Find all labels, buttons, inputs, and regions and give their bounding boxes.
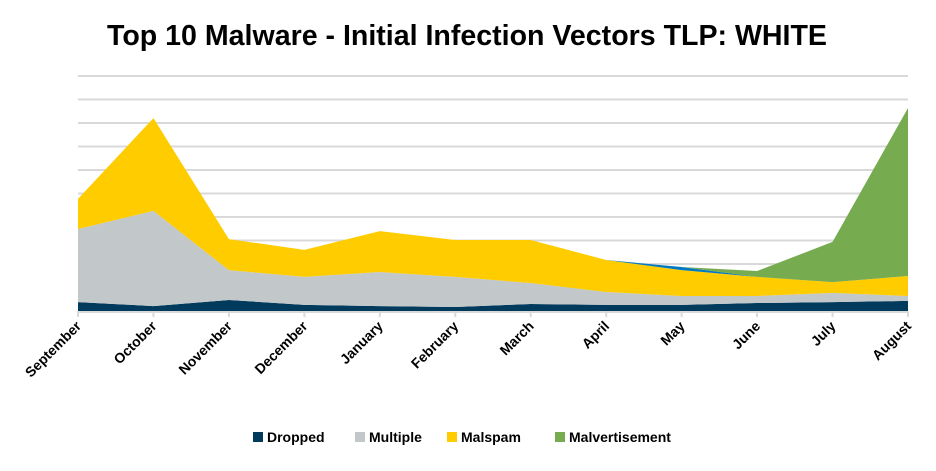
x-tick-label: August [869, 318, 915, 364]
legend-label: Multiple [369, 429, 422, 445]
legend-swatch [555, 432, 565, 442]
x-tick-label: May [657, 318, 688, 349]
x-axis: September October November December January F… [22, 311, 915, 380]
legend-label: Malvertisement [569, 429, 671, 445]
x-tick-label: March [496, 318, 536, 358]
x-tick-label: June [729, 318, 764, 353]
plot-areas [78, 107, 908, 311]
x-tick-label: November [175, 317, 235, 377]
x-tick-label: January [337, 318, 386, 367]
x-tick-label: April [578, 318, 612, 352]
legend-label: Dropped [267, 429, 325, 445]
x-tick-label: February [408, 318, 462, 372]
area-multiple [78, 210, 908, 308]
x-tick-label: October [110, 317, 160, 367]
area-malspam [78, 118, 908, 296]
x-tick-label: July [808, 318, 839, 349]
legend: Dropped Multiple Malspam Malvertisement [253, 429, 671, 445]
area-dropped [78, 299, 908, 311]
x-tick-label: December [251, 317, 311, 377]
legend-swatch [253, 432, 263, 442]
legend-label: Malspam [461, 429, 521, 445]
chart-title: Top 10 Malware - Initial Infection Vecto… [107, 20, 827, 52]
x-tick-label: September [22, 317, 85, 380]
legend-swatch [355, 432, 365, 442]
area-malvertisement [78, 107, 908, 283]
legend-swatch [447, 432, 457, 442]
